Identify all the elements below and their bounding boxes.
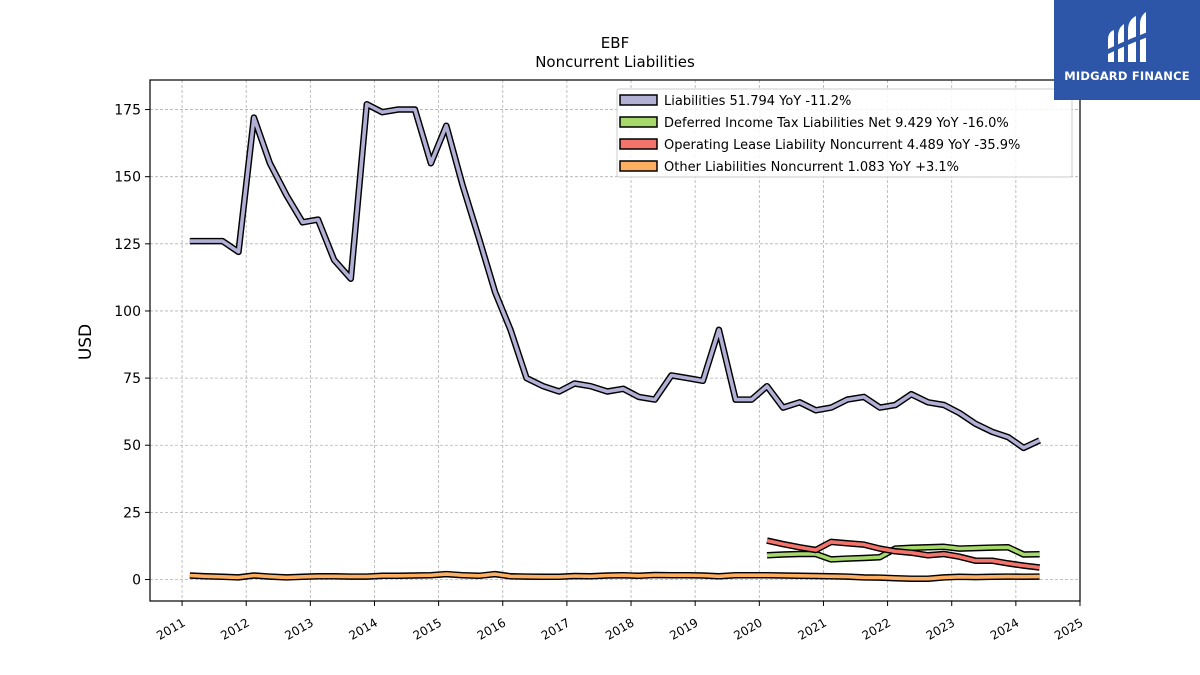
y-tick-label: 0 <box>132 573 141 589</box>
brand-logo: MIDGARD FINANCE <box>1054 0 1200 100</box>
x-tick-label: 2013 <box>282 615 315 642</box>
x-tick-label: 2025 <box>1052 615 1085 642</box>
legend-entry: Liabilities 51.794 YoY -11.2% <box>664 94 851 109</box>
y-axis-label: USD <box>76 324 96 360</box>
y-tick-label: 175 <box>114 103 141 119</box>
legend-box <box>616 88 1073 178</box>
legend-swatch <box>619 138 658 150</box>
legend-entry: Other Liabilities Noncurrent 1.083 YoY +… <box>664 160 959 175</box>
x-tick-label: 2024 <box>988 615 1021 642</box>
x-tick-label: 2022 <box>860 615 893 642</box>
legend-swatch <box>619 116 658 128</box>
series-line <box>189 572 1040 581</box>
series-line <box>766 545 1040 562</box>
x-tick-label: 2018 <box>603 615 636 642</box>
logo-mark-icon <box>1106 12 1148 62</box>
plot-frame <box>149 79 1081 602</box>
x-tick-label: 2017 <box>539 615 572 642</box>
series-lines <box>189 100 1041 582</box>
legend-entry: Operating Lease Liability Noncurrent 4.4… <box>664 138 1020 153</box>
y-tick-label: 75 <box>123 371 141 387</box>
chart-subtitle: Noncurrent Liabilities <box>535 53 695 71</box>
x-tick-label: 2015 <box>411 615 444 642</box>
x-tick-label: 2021 <box>795 615 828 642</box>
legend-swatch <box>619 94 658 106</box>
legend-entry: Deferred Income Tax Liabilities Net 9.42… <box>664 116 1009 131</box>
y-tick-label: 50 <box>123 438 141 454</box>
y-tick-label: 150 <box>114 170 141 186</box>
logo-brand-text: MIDGARD FINANCE <box>1064 69 1190 83</box>
x-tick-label: 2019 <box>667 615 700 642</box>
series-line <box>189 102 1041 450</box>
legend-swatch <box>619 160 658 172</box>
axes: 0 25 50 75 100 125 150 175 2011 2012 2013 2014 2015 2… <box>114 103 1085 643</box>
legend: Liabilities 51.794 YoY -11.2% Deferred In… <box>616 88 1073 178</box>
x-tick-label: 2011 <box>154 615 187 642</box>
x-tick-label: 2016 <box>475 615 508 642</box>
y-tick-label: 25 <box>123 505 141 521</box>
series-line <box>766 538 1040 570</box>
x-tick-label: 2014 <box>347 615 380 642</box>
x-tick-label: 2023 <box>924 615 957 642</box>
x-tick-label: 2012 <box>218 615 251 642</box>
y-tick-label: 125 <box>114 237 141 253</box>
x-tick-label: 2020 <box>731 615 764 642</box>
chart-title: EBF <box>601 34 629 52</box>
y-tick-label: 100 <box>114 304 141 320</box>
